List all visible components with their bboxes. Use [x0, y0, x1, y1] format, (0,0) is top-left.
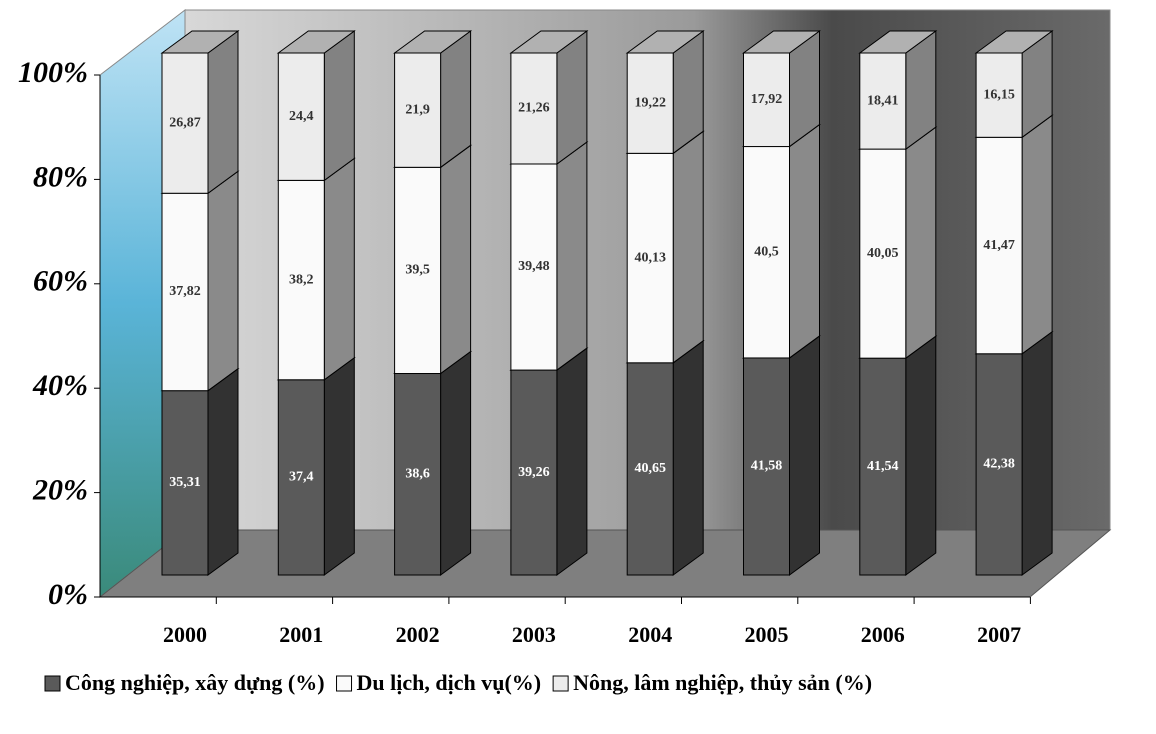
- bar-side: [1022, 115, 1052, 353]
- bar-side: [324, 31, 354, 180]
- bar-segment: [278, 31, 354, 180]
- x-tick-label: 2006: [861, 622, 905, 647]
- bar-segment: [278, 358, 354, 575]
- value-label: 40,65: [634, 461, 666, 476]
- bar-side: [557, 348, 587, 575]
- bar-segment: [860, 31, 936, 149]
- value-label: 19,22: [634, 95, 666, 110]
- bar-side: [208, 369, 238, 575]
- legend: Công nghiệp, xây dựng (%) Du lịch, dịch v…: [45, 670, 872, 695]
- value-label: 37,82: [169, 284, 201, 299]
- value-label: 37,4: [289, 470, 314, 485]
- bar-segment: [744, 336, 820, 575]
- value-label: 18,41: [867, 93, 899, 108]
- x-tick-label: 2005: [745, 622, 789, 647]
- bar-segment: [744, 31, 820, 147]
- bar-side: [208, 171, 238, 390]
- bar-segment: [976, 115, 1052, 353]
- floor: [100, 530, 1110, 597]
- value-label: 38,6: [405, 466, 430, 481]
- value-label: 39,48: [518, 259, 550, 274]
- bar-side: [441, 352, 471, 575]
- bar-segment: [511, 348, 587, 575]
- bar-side: [557, 142, 587, 370]
- y-tick-label: 0%: [48, 578, 88, 611]
- bar-segment: [627, 131, 703, 362]
- value-label: 24,4: [289, 109, 314, 124]
- legend-label: Nông, lâm nghiệp, thủy sản (%): [573, 670, 872, 695]
- bar-segment: [278, 158, 354, 379]
- bar-side: [790, 336, 820, 575]
- value-label: 38,2: [289, 272, 314, 287]
- value-label: 21,9: [405, 102, 430, 117]
- y-tick-label: 100%: [18, 56, 88, 89]
- legend-swatch: [337, 676, 352, 691]
- bar-side: [324, 158, 354, 379]
- bar-segment: [860, 336, 936, 575]
- value-label: 21,26: [518, 101, 550, 116]
- x-tick-label: 2002: [396, 622, 440, 647]
- bar-side: [208, 31, 238, 193]
- value-label: 40,5: [754, 244, 779, 259]
- bar-side: [906, 127, 936, 358]
- bar-segment: [511, 142, 587, 370]
- bar-segment: [162, 31, 238, 193]
- y-tick-label: 20%: [32, 473, 88, 506]
- x-tick-label: 2000: [163, 622, 207, 647]
- chart: 35,31 37,82 26,87 37,4 38,2 24,4 38,6 39,5 21,9 3…: [0, 0, 1156, 729]
- value-label: 41,58: [751, 459, 783, 474]
- bar-side: [324, 358, 354, 575]
- bar-segment: [627, 341, 703, 575]
- value-label: 16,15: [983, 87, 1015, 102]
- bar-segment: [395, 352, 471, 575]
- value-label: 39,5: [405, 263, 430, 278]
- y-tick-label: 80%: [33, 160, 88, 193]
- value-label: 42,38: [983, 457, 1015, 472]
- bar-segment: [976, 332, 1052, 575]
- value-label: 41,47: [983, 238, 1015, 253]
- bar-segment: [976, 31, 1052, 137]
- x-tick-label: 2007: [977, 622, 1021, 647]
- value-label: 39,26: [518, 465, 550, 480]
- bar-side: [1022, 332, 1052, 575]
- legend-label: Du lịch, dịch vụ(%): [357, 670, 542, 695]
- bar-segment: [162, 171, 238, 390]
- bar-segment: [627, 31, 703, 153]
- bar-segment: [860, 127, 936, 358]
- legend-swatch: [553, 676, 568, 691]
- bar-segment: [395, 145, 471, 373]
- y-tick-label: 60%: [33, 265, 88, 298]
- bar-side: [673, 131, 703, 362]
- value-label: 26,87: [169, 115, 201, 130]
- x-tick-label: 2004: [628, 622, 672, 647]
- value-label: 40,05: [867, 246, 899, 261]
- legend-swatch: [45, 676, 60, 691]
- bar-side: [441, 145, 471, 373]
- bar-side: [673, 341, 703, 575]
- bar-side: [790, 125, 820, 358]
- bar-side: [557, 31, 587, 164]
- bar-side: [906, 336, 936, 575]
- value-label: 40,13: [634, 250, 666, 265]
- legend-label: Công nghiệp, xây dựng (%): [65, 670, 325, 695]
- x-tick-label: 2003: [512, 622, 556, 647]
- bar-segment: [162, 369, 238, 575]
- bar-segment: [395, 31, 471, 167]
- bar-side: [441, 31, 471, 167]
- x-tick-label: 2001: [279, 622, 323, 647]
- value-label: 41,54: [867, 459, 899, 474]
- value-label: 17,92: [751, 92, 783, 107]
- y-tick-label: 40%: [32, 369, 88, 402]
- value-label: 35,31: [169, 475, 201, 490]
- bar-segment: [511, 31, 587, 164]
- bar-segment: [744, 125, 820, 358]
